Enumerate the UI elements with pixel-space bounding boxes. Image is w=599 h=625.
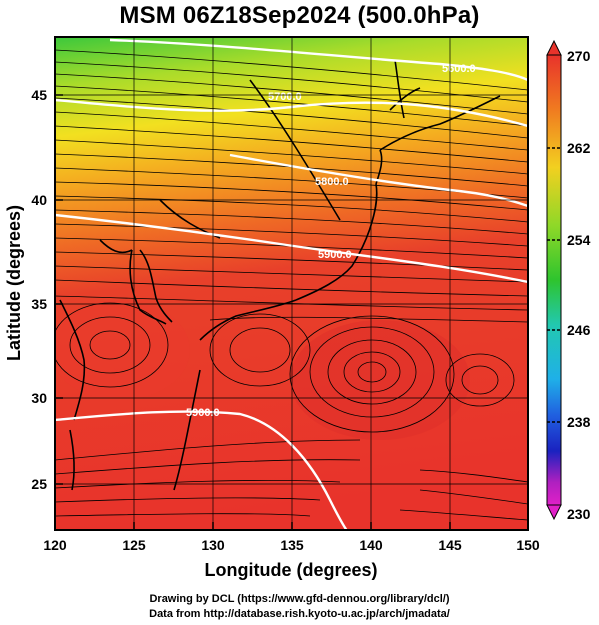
geopotential-contours	[55, 38, 528, 530]
y-tick-label: 45	[31, 87, 47, 103]
x-tick-label: 130	[201, 537, 225, 553]
contour-label-3: 5800.0	[315, 176, 349, 188]
y-tick-label: 35	[31, 296, 47, 312]
y-tick-label: 30	[31, 390, 47, 406]
colorbar-label: 238	[567, 414, 591, 430]
contour-label-4: 5900.0	[318, 249, 352, 261]
y-tick-label: 40	[31, 192, 47, 208]
x-tick-label: 145	[438, 537, 462, 553]
credit-drawing: Drawing by DCL (https://www.gfd-dennou.o…	[149, 593, 450, 605]
x-tick-label: 135	[280, 537, 304, 553]
contour-label-5: 5900.0	[186, 407, 220, 419]
x-tick-label: 140	[359, 537, 383, 553]
colorbar-label: 230	[567, 506, 591, 522]
grid-lines	[55, 37, 528, 530]
y-tick-label: 25	[31, 476, 47, 492]
colorbar-label: 270	[567, 48, 591, 64]
credit-data: Data from http://database.rish.kyoto-u.a…	[149, 608, 450, 620]
colorbar-label: 262	[567, 140, 591, 156]
coastlines	[59, 59, 501, 491]
y-axis-label: Latitude (degrees)	[4, 205, 24, 361]
contour-label-1: 5600.0	[442, 63, 476, 75]
x-axis-label: Longitude (degrees)	[204, 560, 377, 580]
x-tick-label: 125	[122, 537, 146, 553]
colorbar-label: 246	[567, 322, 591, 338]
x-tick-label: 150	[516, 537, 540, 553]
contour-label-2: 5700.0	[268, 91, 302, 103]
colorbar	[546, 39, 562, 521]
colorbar-label: 254	[567, 232, 591, 248]
map-title: MSM 06Z18Sep2024 (500.0hPa)	[119, 2, 480, 29]
x-tick-label: 120	[43, 537, 67, 553]
